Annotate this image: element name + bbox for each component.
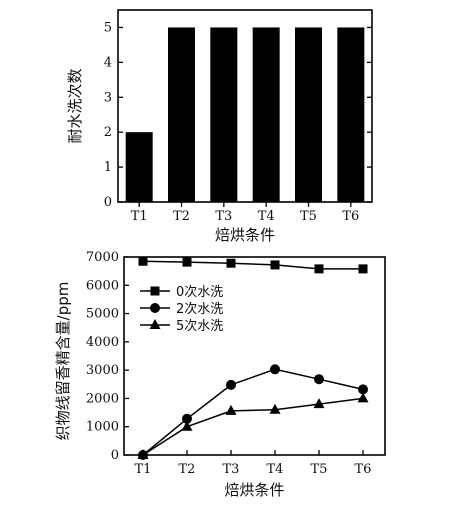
y-tick-label: 3 <box>104 90 112 105</box>
bar <box>337 27 365 203</box>
x-tick-label: T1 <box>135 462 152 477</box>
x-tick-label: T6 <box>342 209 359 224</box>
y-tick-label: 2000 <box>86 391 119 406</box>
x-tick-label: T6 <box>355 462 372 477</box>
data-point <box>225 404 237 415</box>
series-circle <box>138 364 368 460</box>
y-axis-title: 耐水洗次数 <box>66 68 84 143</box>
data-point <box>357 392 369 403</box>
series-line <box>142 260 363 270</box>
y-tick-label: 6000 <box>86 278 119 293</box>
y-tick-label: 0 <box>111 448 119 463</box>
y-tick-label: 7000 <box>86 250 119 265</box>
y-tick-label: 4000 <box>86 335 119 350</box>
legend-marker <box>149 319 161 329</box>
legend-label: 5次水洗 <box>176 318 223 334</box>
y-tick-label: 2 <box>104 125 112 140</box>
data-point <box>270 260 280 270</box>
series-line <box>142 368 364 456</box>
data-point <box>137 449 149 459</box>
series-triangle <box>137 392 369 459</box>
x-tick-label: T5 <box>311 462 328 477</box>
data-point <box>182 413 192 424</box>
x-axis-title: 焙烘条件 <box>224 481 284 499</box>
y-tick-label: 5000 <box>86 307 119 322</box>
legend-label: 0次水洗 <box>176 284 223 300</box>
x-tick-label: T3 <box>223 462 240 477</box>
legend-marker <box>150 286 160 296</box>
data-point <box>313 398 325 409</box>
bar-chart: 0 1 2 3 4 5 T1 T2 T3 T4 T5 T6 焙烘条件 耐水洗次数 <box>66 9 373 244</box>
x-tick-label: T5 <box>300 209 317 224</box>
line-chart: 0 1000 2000 3000 4000 5000 6000 7000 T1 T2 T3 T4 T5 T… <box>54 250 386 499</box>
y-tick-label: 3000 <box>86 363 119 378</box>
x-tick-label: T2 <box>179 462 196 477</box>
data-point <box>138 256 148 266</box>
data-point <box>182 257 192 267</box>
bar <box>252 27 280 203</box>
data-point <box>226 258 236 268</box>
series-line <box>142 397 364 456</box>
series-square <box>138 256 368 274</box>
data-point <box>358 384 368 395</box>
x-tick-label: T4 <box>267 462 284 477</box>
y-tick-label: 1000 <box>86 420 119 435</box>
data-point <box>270 364 280 375</box>
x-tick-label: T2 <box>173 209 190 224</box>
y-tick-label: 5 <box>104 20 112 35</box>
bar <box>295 27 322 203</box>
bar <box>210 27 238 203</box>
legend-marker <box>150 303 160 313</box>
bar <box>168 27 195 203</box>
y-tick-label: 4 <box>104 55 112 70</box>
y-axis-title: 织物线留香精含量/ppm <box>54 282 72 441</box>
x-tick-label: T1 <box>131 209 148 224</box>
data-point <box>181 420 193 431</box>
y-tick-label: 1 <box>104 160 112 175</box>
plot-frame <box>123 256 386 456</box>
data-point <box>358 264 368 274</box>
data-point <box>269 403 281 414</box>
y-tick-label: 0 <box>104 195 112 210</box>
data-point <box>226 379 236 390</box>
data-point <box>314 374 324 385</box>
x-axis-title: 焙烘条件 <box>215 226 275 244</box>
legend-label: 2次水洗 <box>176 301 223 317</box>
x-tick-label: T4 <box>258 209 275 224</box>
plot-frame <box>117 9 373 203</box>
x-tick-label: T3 <box>215 209 232 224</box>
data-point <box>314 264 324 274</box>
bar <box>125 132 153 202</box>
